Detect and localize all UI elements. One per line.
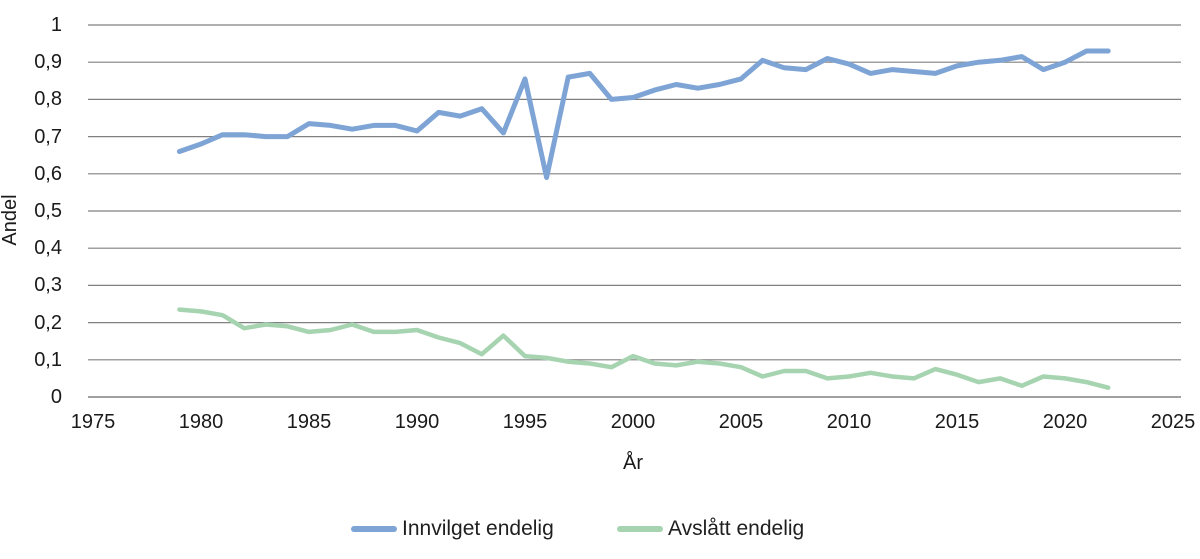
x-tick-label: 2025 bbox=[1150, 411, 1196, 433]
y-tick-label: 0,1 bbox=[34, 348, 62, 371]
y-tick-label: 0,4 bbox=[34, 237, 62, 260]
x-axis-title: År bbox=[623, 452, 643, 474]
x-tick-label: 1980 bbox=[178, 411, 224, 433]
x-tick-label: 2020 bbox=[1042, 411, 1088, 433]
y-tick-label: 0,7 bbox=[34, 125, 62, 148]
x-tick-label: 1990 bbox=[394, 411, 440, 433]
y-tick-label: 0,3 bbox=[34, 274, 62, 297]
x-tick-label: 2000 bbox=[610, 411, 656, 433]
y-tick-label: 0,5 bbox=[34, 200, 62, 222]
legend-label: Avslått endelig bbox=[668, 517, 805, 540]
x-tick-label: 2005 bbox=[718, 411, 764, 433]
legend-line-swatch-green bbox=[617, 526, 663, 532]
series-line-avslatt bbox=[177, 307, 1111, 390]
legend-item-avslatt-endelig: Avslått endelig bbox=[617, 515, 804, 543]
y-tick-label: 0,6 bbox=[34, 162, 62, 185]
x-tick-label: 1985 bbox=[286, 411, 332, 433]
series-line-innvilget bbox=[176, 48, 1111, 180]
y-tick-label: 0 bbox=[50, 386, 62, 408]
legend: Innvilget endelig Avslått endelig bbox=[0, 515, 1200, 545]
x-tick-label: 2010 bbox=[826, 411, 872, 433]
y-tick-label: 0,2 bbox=[34, 311, 62, 334]
y-tick-label: 0,8 bbox=[34, 88, 62, 111]
legend-item-innvilget-endelig: Innvilget endelig bbox=[351, 515, 554, 543]
x-tick-label: 2015 bbox=[934, 411, 980, 433]
y-tick-label: 1 bbox=[50, 14, 62, 36]
legend-label: Innvilget endelig bbox=[402, 517, 554, 540]
x-tick-label: 1995 bbox=[502, 411, 548, 433]
legend-line-swatch-blue bbox=[351, 526, 397, 532]
y-tick-label: 0,9 bbox=[34, 51, 62, 74]
x-tick-label: 1975 bbox=[70, 411, 116, 433]
